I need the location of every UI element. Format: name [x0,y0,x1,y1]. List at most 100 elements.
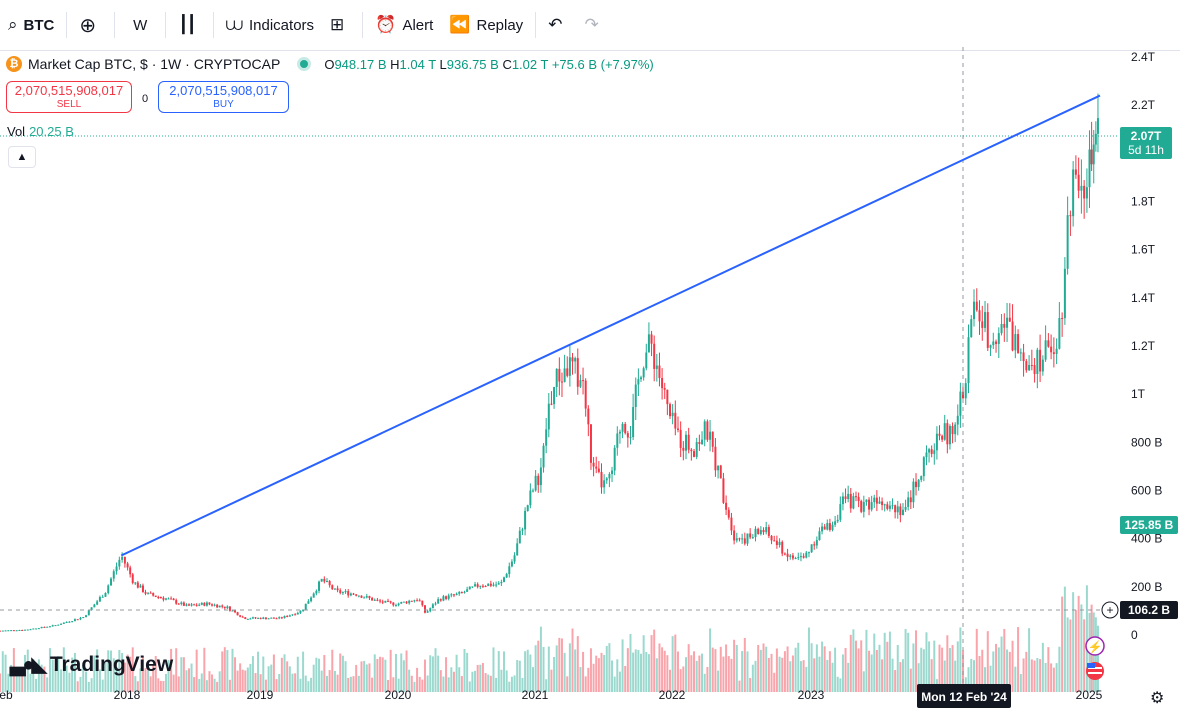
volume-bar [331,649,334,692]
interval-button[interactable]: W [133,16,148,34]
bar-countdown: 5d 11h [1128,143,1164,157]
volume-bar [828,651,831,692]
volume-bar [221,651,224,692]
volume-bar [568,643,571,692]
candle-body [175,600,178,604]
volume-bar [310,677,313,692]
series-title[interactable]: Market Cap BTC, $ · 1W · CRYPTOCAP [28,56,281,72]
symbol-search[interactable]: ⌕ BTC [8,15,55,34]
candle-body [542,445,545,468]
layouts-button[interactable]: ⊞ [322,6,358,44]
candle-body [640,377,643,380]
time-axis[interactable]: eb 2018 2019 2020 2021 2022 2023 2025 [0,688,1103,702]
volume-bar [875,650,878,692]
volume-bar [147,667,150,692]
volume-bar [71,657,74,692]
redo-button[interactable]: ↷ [576,6,612,44]
add-plus-icon[interactable] [1101,601,1119,619]
candle-body [671,412,674,417]
buy-button[interactable]: 2,070,515,908,017 BUY [158,81,289,113]
candle-body [474,584,477,587]
volume-bar [32,659,35,692]
volume-bar [101,679,104,692]
volume-bar [286,661,289,692]
volume-bar [925,632,928,692]
gear-icon[interactable]: ⚙ [1150,690,1165,707]
candle-body [226,606,229,609]
candle-body [658,365,661,378]
candle-body [1058,317,1061,349]
volume-bar [894,670,897,692]
volume-bar [868,650,871,692]
indicators-button[interactable]: ⩊ Indicators [225,15,315,34]
volume-bar [392,677,395,692]
tv-logo-icon: ▃●◣ [10,654,47,676]
volume-bar [807,627,810,692]
volume-bar [695,660,698,692]
candle-body [844,496,847,500]
undo-button[interactable]: ↶ [540,6,576,44]
candle-body [397,603,400,606]
candle-body [1041,359,1044,372]
volume-bar [854,640,857,692]
price-chart[interactable]: 2.4T 2.2T 1.8T 1.6T 1.4T 1.2T 1T 800 B 600 B 400 … [0,47,1180,709]
volume-bar [841,654,844,692]
candle-body [693,451,696,457]
volume-legend[interactable]: Vol 20.25 B [7,124,74,139]
candle-body [267,618,270,620]
volume-bar [1047,647,1050,692]
tradingview-logo[interactable]: ▃●◣ TradingView [10,652,174,677]
volume-bar [992,651,995,692]
candle-body [826,523,829,530]
volume-bar [941,647,944,692]
volume-bar [1083,619,1086,692]
candle-body [970,319,973,338]
candle-body [537,475,540,486]
alert-button[interactable]: ⏰ Alert [375,15,434,34]
volume-bar [640,653,643,692]
volume-bar [476,664,479,692]
trendline[interactable] [120,94,1101,557]
volume-bar [57,656,60,692]
chart-area[interactable]: 2.4T 2.2T 1.8T 1.6T 1.4T 1.2T 1T 800 B 600 B 400 … [0,47,1180,709]
us-flag-icon[interactable] [1086,662,1104,680]
volume-bar [497,651,500,692]
candle-body [221,605,224,607]
candle-body [624,423,627,434]
sell-button[interactable]: 2,070,515,908,017 SELL [6,81,132,113]
candle-body [164,598,167,600]
volume-bar [195,649,198,692]
candle-body [0,630,1,632]
volume-bar [442,676,445,692]
volume-bar [62,647,65,692]
candle-body [205,602,208,606]
candle-body [789,555,792,557]
compare-button[interactable]: ⊕ [71,6,110,44]
price-axis[interactable]: 2.4T 2.2T 1.8T 1.6T 1.4T 1.2T 1T 800 B 600 B 400 … [1131,50,1162,642]
candle-body [503,577,506,582]
volume-bar [23,654,26,692]
candle-body [400,602,403,604]
volume-bar [589,648,592,692]
volume-bar [922,649,925,692]
replay-button[interactable]: ⏪ Replay [449,15,524,34]
candle-body [368,596,371,598]
candle-body [823,526,826,530]
candle-body [928,449,931,453]
collapse-legend-button[interactable]: ▲ [8,146,36,168]
candle-body [149,592,152,594]
volume-bar [534,645,537,692]
volume-bar [587,667,590,692]
volume-bar [749,677,752,692]
volume-bar [741,651,744,692]
candle-body [463,591,466,593]
spread-value: 0 [142,93,149,105]
candle-body [642,368,645,378]
lightning-icon[interactable]: ⚡ [1085,636,1105,656]
candle-body [264,617,267,619]
volume-bar [703,673,706,692]
candle-body [770,535,773,541]
volume-bar [131,647,134,692]
volume-bar [10,664,13,692]
chart-type-button[interactable]: ┃┃ [170,6,208,44]
